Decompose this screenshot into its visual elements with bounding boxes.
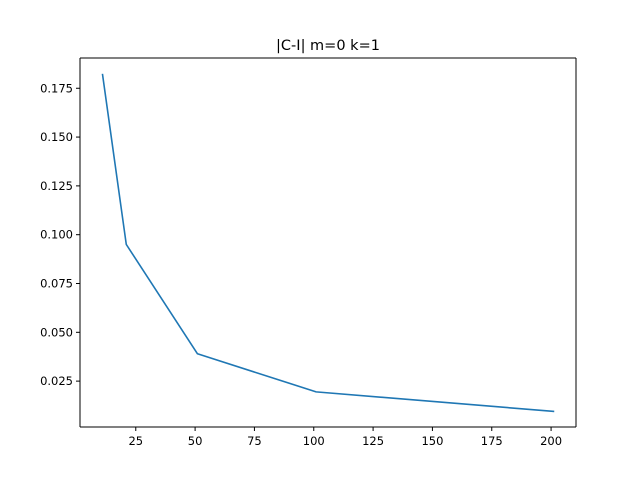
- axes-frame: [79, 57, 577, 428]
- series-layer: [101, 73, 555, 413]
- y-axis-ticks: 0.025 0.050 0.075 0.100 0.125 0.150 0.175: [40, 81, 80, 388]
- x-tick-label: 50: [188, 434, 203, 448]
- plot-area: [80, 58, 576, 427]
- x-tick-label: 100: [303, 434, 325, 448]
- y-tick-label: 0.075: [40, 277, 73, 291]
- x-tick-label: 75: [247, 434, 262, 448]
- y-tick-label: 0.125: [40, 179, 73, 193]
- x-tick-label: 175: [481, 434, 503, 448]
- series-line: [101, 73, 555, 413]
- y-tick-label: 0.175: [40, 81, 73, 95]
- y-tick-label: 0.150: [40, 130, 73, 144]
- x-tick-label: 25: [128, 434, 143, 448]
- y-tick-label: 0.100: [40, 228, 73, 242]
- chart-title: |C-I| m=0 k=1: [276, 38, 380, 54]
- x-tick-label: 150: [421, 434, 443, 448]
- x-tick-label: 125: [362, 434, 384, 448]
- x-axis-ticks: 25 50 75 100 125 150 175 200: [128, 427, 562, 448]
- x-tick-label: 200: [540, 434, 562, 448]
- y-tick-label: 0.025: [40, 374, 73, 388]
- y-tick-label: 0.050: [40, 325, 73, 339]
